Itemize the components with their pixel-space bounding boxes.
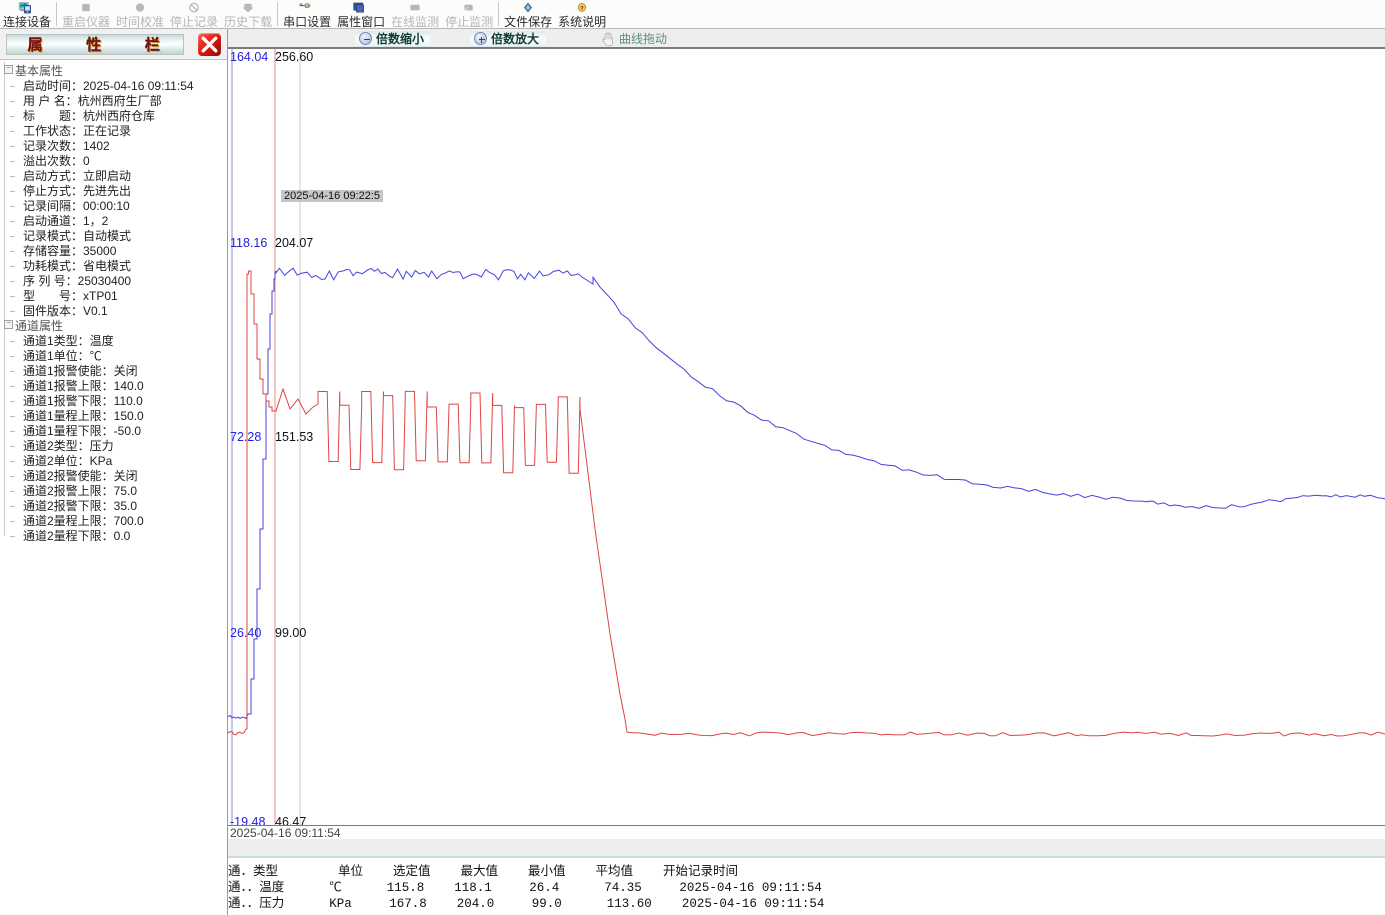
svg-text:?: ? xyxy=(580,6,584,12)
